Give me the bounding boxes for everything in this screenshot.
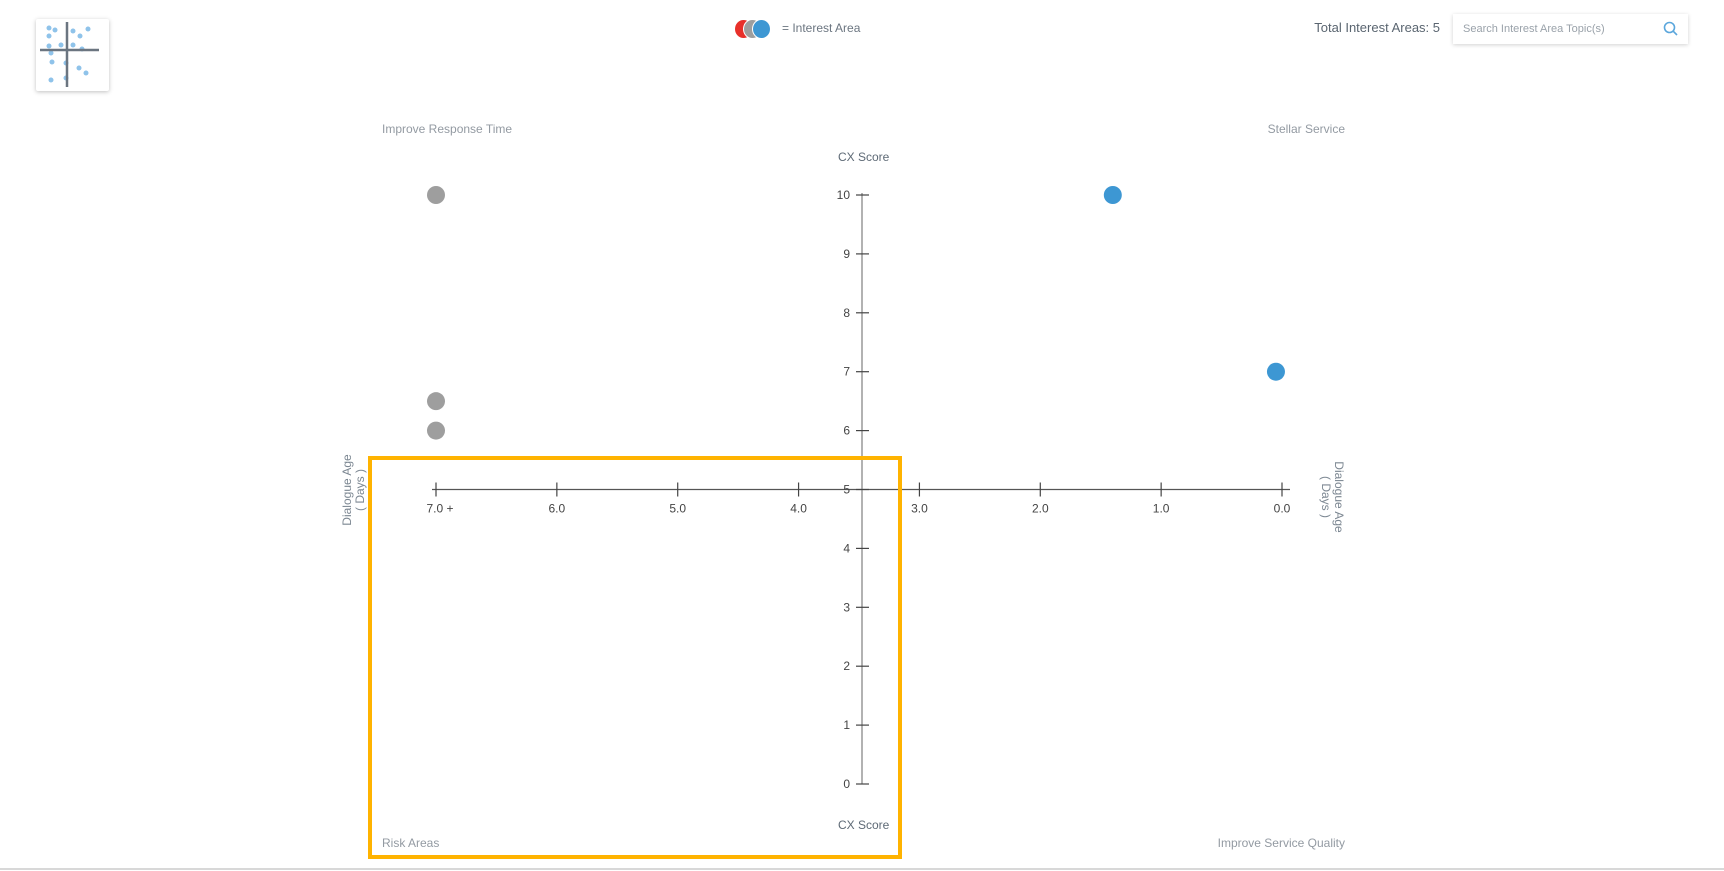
- y-tick-label: 8: [843, 306, 850, 320]
- quadrant-label-bottom-left: Risk Areas: [382, 836, 440, 850]
- y-tick-label: 0: [843, 777, 850, 791]
- quadrant-label-top-right: Stellar Service: [1267, 122, 1345, 136]
- quadrant-label-bottom-right: Improve Service Quality: [1217, 836, 1345, 850]
- y-tick-label: 1: [843, 718, 850, 732]
- y-tick-label: 2: [843, 659, 850, 673]
- data-point: [427, 421, 445, 440]
- x-tick-label: 1.0: [1153, 502, 1170, 516]
- y-tick-label: 4: [843, 541, 850, 555]
- y-axis-label-top: CX Score: [838, 150, 890, 164]
- x-tick-label: 6.0: [549, 502, 566, 516]
- data-point: [427, 392, 445, 411]
- y-tick-label: 7: [843, 365, 850, 379]
- data-point: [1103, 186, 1122, 204]
- x-tick-label: 7.0 +: [426, 502, 453, 516]
- y-tick-label: 6: [843, 424, 850, 438]
- legend-dots-icon: [734, 19, 776, 39]
- x-tick-label: 2.0: [1032, 502, 1049, 516]
- scatter-plot-icon: [40, 22, 99, 87]
- search-box[interactable]: [1453, 14, 1688, 44]
- data-point: [427, 186, 445, 204]
- scatter-plot-thumbnail[interactable]: [36, 19, 109, 91]
- y-tick-label: 10: [837, 188, 851, 202]
- x-tick-label: 3.0: [911, 502, 928, 516]
- y-tick-label: 3: [843, 600, 850, 614]
- y-tick-label: 9: [843, 247, 850, 261]
- legend: = Interest Area: [734, 19, 861, 39]
- highlight-box-risk-areas: [368, 456, 902, 859]
- search-icon[interactable]: [1663, 21, 1678, 41]
- legend-label: = Interest Area: [782, 21, 861, 35]
- total-interest-areas: Total Interest Areas: 5: [1314, 20, 1440, 35]
- x-tick-label: 4.0: [790, 502, 807, 516]
- quadrant-label-top-left: Improve Response Time: [382, 122, 513, 136]
- bottom-divider: [0, 868, 1724, 870]
- search-input[interactable]: [1453, 23, 1663, 35]
- y-tick-label: 5: [843, 483, 850, 497]
- x-tick-label: 0.0: [1274, 502, 1291, 516]
- data-point: [1266, 362, 1285, 381]
- x-tick-label: 5.0: [669, 502, 686, 516]
- y-axis-label-bottom: CX Score: [838, 818, 890, 832]
